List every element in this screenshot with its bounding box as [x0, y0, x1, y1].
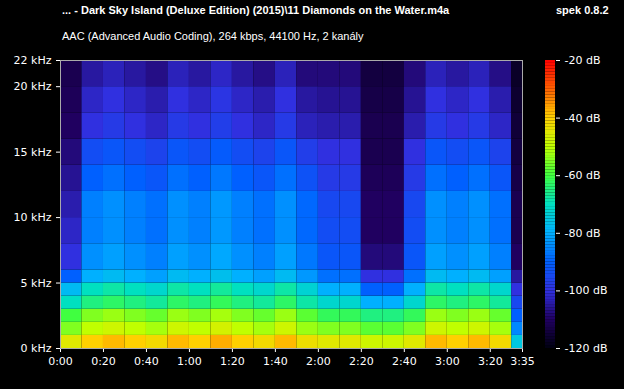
svg-text:0:40: 0:40 — [134, 355, 159, 368]
svg-text:20 kHz: 20 kHz — [14, 80, 52, 93]
svg-text:-80 dB: -80 dB — [565, 227, 601, 240]
svg-text:2:20: 2:20 — [349, 355, 374, 368]
svg-text:1:40: 1:40 — [263, 355, 288, 368]
svg-text:-100 dB: -100 dB — [565, 284, 608, 297]
html-text:... - Dark Sky Island (Deluxe: ... - Dark Sky Island (Deluxe Edition) (… — [62, 4, 450, 16]
svg-text:2:00: 2:00 — [306, 355, 331, 368]
svg-text:3:35: 3:35 — [510, 355, 535, 368]
html-text:AAC (Advanced Audio Coding), 2: AAC (Advanced Audio Coding), 264 kbps, 4… — [62, 30, 364, 42]
html-text:spek 0.8.2: spek 0.8.2 — [556, 4, 609, 16]
svg-text:-40 dB: -40 dB — [565, 112, 601, 125]
svg-text:0:20: 0:20 — [91, 355, 116, 368]
svg-text:15 kHz: 15 kHz — [14, 146, 52, 159]
svg-text:3:00: 3:00 — [435, 355, 460, 368]
svg-text:5 kHz: 5 kHz — [21, 277, 52, 290]
svg-text:3:20: 3:20 — [478, 355, 503, 368]
svg-text:-60 dB: -60 dB — [565, 169, 601, 182]
svg-text:2:40: 2:40 — [392, 355, 417, 368]
svg-text:10 kHz: 10 kHz — [14, 211, 52, 224]
svg-text:-120 dB: -120 dB — [565, 342, 608, 355]
svg-text:0 kHz: 0 kHz — [21, 342, 52, 355]
svg-text:1:00: 1:00 — [177, 355, 202, 368]
svg-text:-20 dB: -20 dB — [565, 54, 601, 67]
svg-text:0:00: 0:00 — [48, 355, 73, 368]
svg-text:22 kHz: 22 kHz — [14, 54, 52, 67]
svg-text:1:20: 1:20 — [220, 355, 245, 368]
